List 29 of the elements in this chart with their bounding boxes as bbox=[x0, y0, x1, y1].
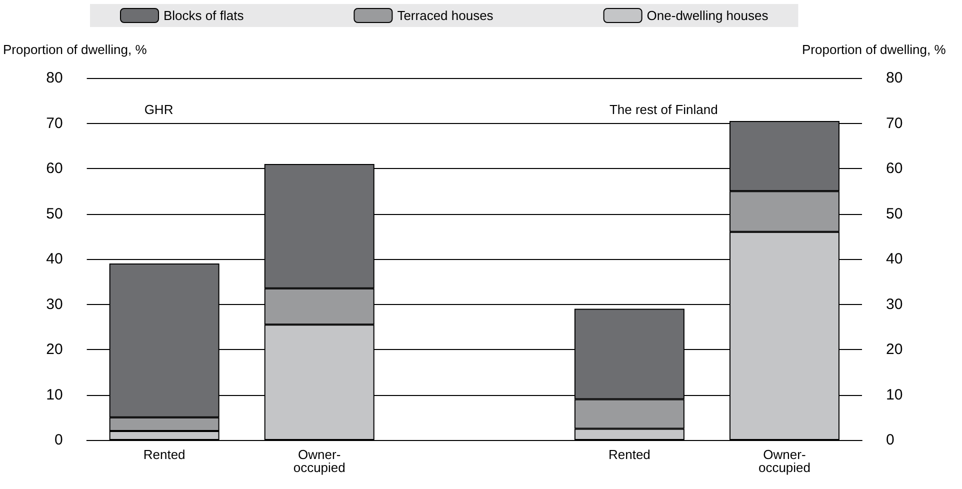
x-tick-label: Rented bbox=[143, 447, 186, 462]
annotation: The rest of Finland bbox=[609, 102, 718, 117]
legend-label: Blocks of flats bbox=[164, 8, 244, 23]
y2-tick-label: 50 bbox=[886, 205, 903, 222]
y-tick-label: 0 bbox=[54, 432, 63, 448]
y-tick-label: 80 bbox=[46, 70, 63, 86]
x-tick-label: Owner-occupied bbox=[293, 447, 346, 475]
y-tick-label: 60 bbox=[46, 160, 63, 177]
y2-tick-label: 30 bbox=[886, 296, 903, 313]
y2-tick-label: 20 bbox=[886, 341, 903, 358]
y-tick-label: 30 bbox=[46, 296, 63, 313]
y2-tick-label: 10 bbox=[886, 386, 903, 404]
legend-label: Terraced houses bbox=[397, 8, 494, 23]
x-tick-label: Owner-occupied bbox=[758, 447, 811, 475]
y2-tick-label: 0 bbox=[886, 432, 894, 448]
y-tick-label: 20 bbox=[46, 341, 63, 358]
y-tick-label: 70 bbox=[46, 114, 63, 132]
annotation: GHR bbox=[144, 102, 174, 117]
y-tick-label: 40 bbox=[46, 250, 63, 268]
y2-tick-label: 40 bbox=[886, 250, 903, 268]
y-tick-label: 50 bbox=[46, 205, 63, 222]
y2-tick-label: 60 bbox=[886, 160, 903, 177]
legend-label: One-dwelling houses bbox=[646, 8, 769, 23]
y-tick-label: 10 bbox=[46, 386, 63, 404]
x-tick-label: Rented bbox=[608, 447, 650, 462]
y-axis-title: Proportion of dwelling, % bbox=[2, 42, 148, 57]
y2-axis-title: Proportion of dwelling, % bbox=[802, 42, 946, 57]
y2-tick-label: 80 bbox=[886, 70, 903, 86]
y2-tick-label: 70 bbox=[886, 114, 903, 132]
